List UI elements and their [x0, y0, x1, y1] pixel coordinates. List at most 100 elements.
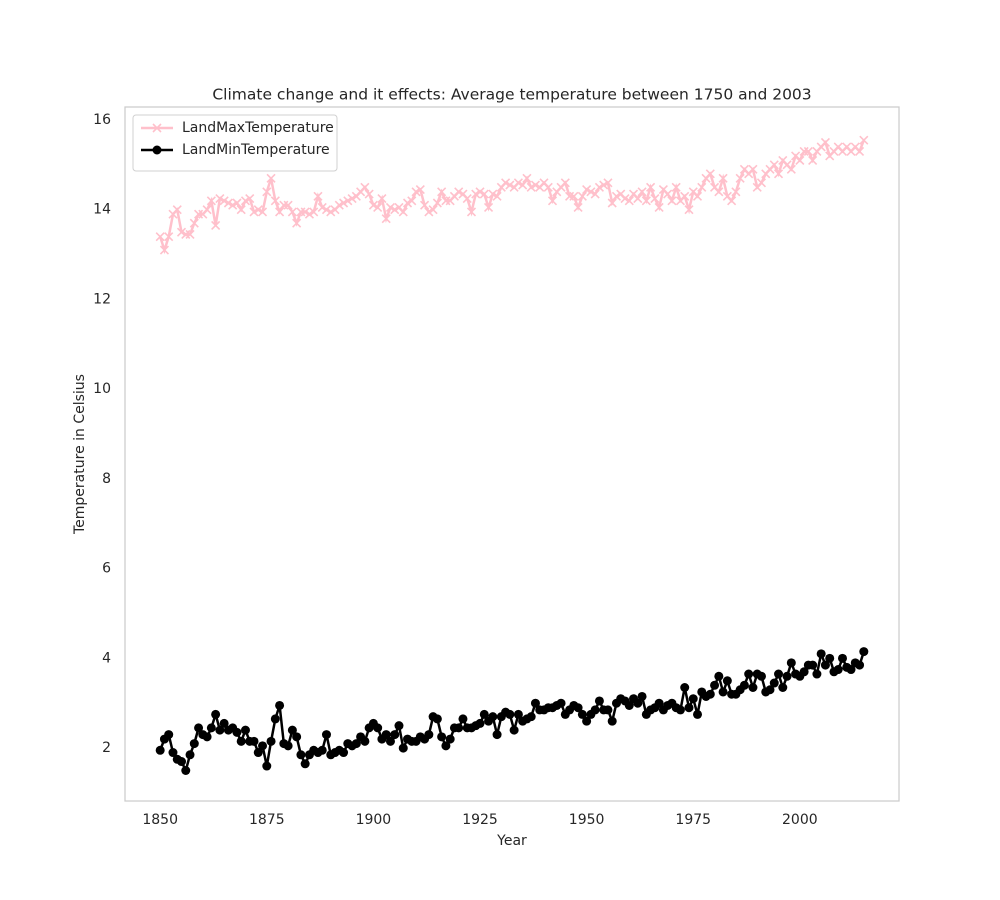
- point: [398, 743, 408, 753]
- point: [232, 727, 242, 737]
- point: [189, 218, 199, 228]
- point: [735, 173, 745, 183]
- point: [513, 178, 523, 188]
- y-tick-label: 10: [93, 381, 111, 397]
- point: [560, 178, 570, 188]
- point: [501, 178, 511, 188]
- point: [603, 178, 613, 188]
- point: [582, 184, 592, 195]
- point: [671, 182, 681, 192]
- point: [309, 207, 319, 217]
- point: [398, 207, 408, 217]
- point: [637, 187, 647, 197]
- point: [164, 232, 174, 242]
- point: [373, 723, 383, 733]
- point: [633, 698, 643, 708]
- point: [675, 705, 685, 715]
- point: [756, 178, 767, 188]
- point: [351, 739, 361, 749]
- point: [360, 736, 370, 746]
- point: [479, 709, 489, 719]
- chart-title: Climate change and it effects: Average t…: [212, 86, 811, 104]
- point: [236, 205, 246, 215]
- point: [424, 207, 434, 217]
- point: [215, 193, 225, 204]
- point: [338, 198, 349, 208]
- point: [748, 683, 758, 693]
- point: [471, 189, 481, 199]
- point: [360, 182, 370, 192]
- point: [172, 205, 182, 215]
- x-tick-label: 1850: [142, 812, 178, 828]
- point: [812, 669, 822, 679]
- point: [692, 191, 703, 201]
- point: [223, 198, 233, 208]
- point: [505, 709, 515, 719]
- x-tick-label: 1900: [356, 812, 392, 828]
- point: [624, 700, 634, 710]
- point: [530, 698, 540, 708]
- point: [202, 205, 212, 215]
- point: [185, 229, 195, 239]
- point: [219, 196, 229, 206]
- point: [249, 207, 259, 217]
- point: [206, 723, 216, 733]
- point: [258, 741, 268, 751]
- point: [693, 709, 703, 719]
- point: [543, 182, 553, 192]
- point: [390, 730, 400, 740]
- point: [773, 169, 784, 179]
- point: [859, 647, 869, 657]
- point: [155, 232, 165, 242]
- point: [577, 191, 587, 201]
- x-tick-label: 1975: [675, 812, 711, 828]
- point: [219, 718, 229, 728]
- point: [718, 687, 728, 697]
- point: [714, 671, 724, 681]
- point: [513, 709, 523, 719]
- point: [304, 209, 315, 219]
- point: [287, 207, 297, 217]
- point: [283, 200, 293, 210]
- point: [786, 164, 796, 174]
- point: [168, 748, 178, 758]
- legend-label: LandMinTemperature: [182, 142, 330, 158]
- point: [181, 765, 191, 775]
- point: [347, 193, 357, 204]
- point: [854, 146, 865, 156]
- point: [240, 725, 250, 735]
- point: [646, 182, 656, 192]
- point: [381, 214, 391, 224]
- point: [722, 676, 732, 686]
- point: [778, 683, 788, 693]
- point: [650, 193, 660, 204]
- y-axis-label: Temperature in Celsius: [72, 374, 88, 535]
- point: [458, 714, 468, 724]
- point: [573, 703, 583, 713]
- point: [611, 191, 622, 201]
- x-tick-label: 2000: [782, 812, 818, 828]
- point: [236, 736, 246, 746]
- point: [526, 182, 536, 192]
- point: [663, 189, 673, 199]
- point: [492, 730, 502, 740]
- point: [795, 155, 805, 165]
- point: [710, 680, 720, 690]
- point: [390, 205, 400, 215]
- point: [820, 660, 830, 670]
- point: [833, 665, 843, 675]
- point: [667, 196, 677, 206]
- point: [228, 200, 238, 210]
- series: [155, 647, 869, 775]
- point: [509, 725, 519, 735]
- point: [270, 196, 280, 206]
- point: [343, 196, 353, 206]
- point: [262, 187, 272, 197]
- point: [462, 193, 472, 204]
- point: [194, 723, 204, 733]
- point: [582, 716, 592, 726]
- point: [432, 198, 442, 208]
- point: [317, 202, 327, 213]
- point: [518, 180, 528, 190]
- point: [637, 691, 647, 701]
